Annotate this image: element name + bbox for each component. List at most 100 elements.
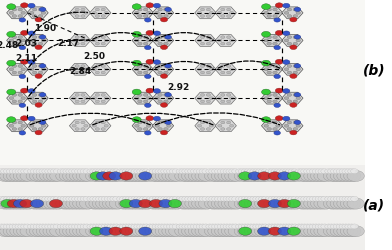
Circle shape [251,198,269,209]
Circle shape [304,171,321,182]
Circle shape [36,224,44,229]
Circle shape [221,72,225,74]
Circle shape [29,68,34,71]
Circle shape [274,131,280,136]
Circle shape [278,227,291,235]
Circle shape [212,224,220,229]
Circle shape [84,125,88,128]
Circle shape [300,171,318,182]
Circle shape [287,200,300,208]
Circle shape [113,224,121,229]
Circle shape [0,169,5,174]
Circle shape [81,37,85,39]
Circle shape [221,43,225,46]
Circle shape [169,196,177,202]
Circle shape [264,12,269,15]
Circle shape [323,226,341,237]
Circle shape [33,224,41,229]
Circle shape [116,224,124,229]
Circle shape [334,226,351,237]
Circle shape [143,16,148,18]
Circle shape [66,169,74,174]
Circle shape [314,198,331,209]
Circle shape [109,171,127,182]
Circle shape [45,169,53,174]
Circle shape [138,72,142,75]
Circle shape [101,66,105,68]
Circle shape [307,196,314,202]
Circle shape [85,226,103,237]
Circle shape [283,60,290,65]
Circle shape [107,224,115,229]
Circle shape [200,101,205,103]
Circle shape [15,196,23,202]
Circle shape [12,65,16,68]
Circle shape [95,101,100,103]
Circle shape [258,226,275,237]
Circle shape [206,16,211,18]
Polygon shape [282,120,303,132]
Circle shape [234,171,251,182]
Polygon shape [27,8,48,20]
Circle shape [296,40,301,43]
Circle shape [330,196,338,202]
Circle shape [261,224,269,229]
Circle shape [96,172,109,180]
Circle shape [209,40,213,42]
Circle shape [185,198,202,209]
Circle shape [342,169,350,174]
Circle shape [160,131,168,135]
Circle shape [283,32,290,36]
Circle shape [227,72,231,74]
Circle shape [93,224,100,229]
Polygon shape [195,35,216,47]
Circle shape [128,169,136,174]
Circle shape [325,196,332,202]
Circle shape [146,4,154,9]
Circle shape [300,226,318,237]
Circle shape [221,66,225,68]
Polygon shape [261,8,283,20]
Circle shape [165,171,183,182]
Text: 2.50: 2.50 [83,52,105,61]
Circle shape [167,40,171,43]
Circle shape [13,171,31,182]
Circle shape [274,171,291,182]
Polygon shape [215,8,236,20]
Circle shape [204,171,222,182]
Circle shape [30,169,38,174]
Circle shape [247,224,255,229]
Polygon shape [215,93,236,105]
Circle shape [4,169,11,174]
Circle shape [238,171,255,182]
Circle shape [109,198,127,209]
Circle shape [274,224,282,229]
Circle shape [104,125,108,128]
Circle shape [143,72,148,75]
Polygon shape [69,64,91,76]
Circle shape [227,37,231,39]
Circle shape [76,171,93,182]
Circle shape [284,125,289,128]
Circle shape [261,32,270,38]
Circle shape [9,224,17,229]
Circle shape [254,226,272,237]
Circle shape [290,131,297,135]
Circle shape [95,94,100,97]
Circle shape [193,196,201,202]
Circle shape [347,198,364,209]
Circle shape [129,198,146,209]
Circle shape [158,128,162,131]
Circle shape [293,9,298,12]
Circle shape [200,16,205,18]
Circle shape [158,171,176,182]
Circle shape [336,224,344,229]
Circle shape [287,43,292,46]
Circle shape [73,226,90,237]
Circle shape [95,72,100,74]
Circle shape [145,198,162,209]
Circle shape [80,171,97,182]
Circle shape [348,224,356,229]
Circle shape [33,169,41,174]
Circle shape [206,66,211,68]
